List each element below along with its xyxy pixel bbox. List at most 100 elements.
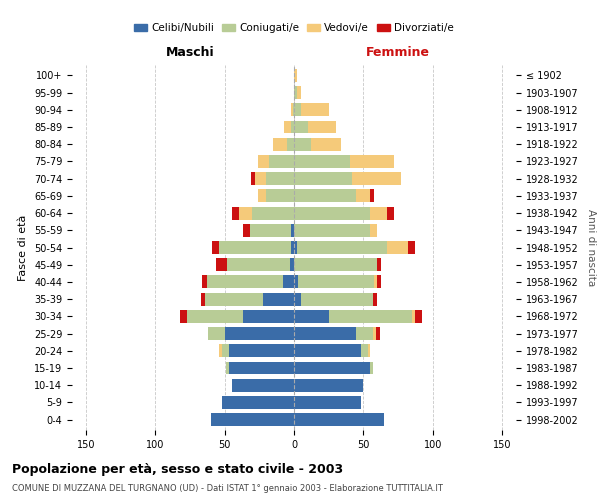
Bar bbox=[224, 327, 294, 340]
Bar bbox=[301, 104, 329, 116]
Bar bbox=[408, 241, 415, 254]
Bar bbox=[187, 310, 242, 323]
Bar bbox=[258, 155, 269, 168]
Y-axis label: Fasce di età: Fasce di età bbox=[19, 214, 28, 280]
Bar bbox=[294, 224, 370, 236]
Bar bbox=[222, 396, 294, 409]
Bar bbox=[290, 258, 294, 271]
Bar bbox=[208, 327, 224, 340]
Bar bbox=[229, 362, 294, 374]
Bar bbox=[219, 344, 222, 358]
Bar bbox=[297, 241, 387, 254]
Bar bbox=[373, 327, 376, 340]
Bar bbox=[242, 224, 250, 236]
Bar bbox=[291, 104, 293, 116]
Bar bbox=[308, 120, 335, 134]
Bar bbox=[293, 104, 294, 116]
Bar bbox=[239, 206, 253, 220]
Bar bbox=[297, 86, 301, 99]
Bar bbox=[294, 104, 301, 116]
Bar bbox=[294, 396, 361, 409]
Bar bbox=[294, 413, 384, 426]
Bar bbox=[412, 310, 415, 323]
Bar bbox=[387, 206, 394, 220]
Bar bbox=[311, 138, 341, 150]
Text: Maschi: Maschi bbox=[166, 46, 214, 59]
Bar bbox=[294, 344, 361, 358]
Bar bbox=[352, 172, 401, 185]
Bar bbox=[415, 310, 422, 323]
Bar bbox=[373, 292, 377, 306]
Bar bbox=[266, 172, 294, 185]
Bar bbox=[376, 327, 380, 340]
Bar bbox=[216, 258, 227, 271]
Bar bbox=[377, 258, 382, 271]
Bar bbox=[253, 206, 294, 220]
Bar bbox=[370, 362, 373, 374]
Bar bbox=[294, 258, 377, 271]
Text: COMUNE DI MUZZANA DEL TURGNANO (UD) - Dati ISTAT 1° gennaio 2003 - Elaborazione : COMUNE DI MUZZANA DEL TURGNANO (UD) - Da… bbox=[12, 484, 443, 493]
Bar bbox=[242, 310, 294, 323]
Bar bbox=[294, 190, 356, 202]
Bar bbox=[291, 224, 294, 236]
Bar bbox=[205, 292, 263, 306]
Bar bbox=[370, 224, 377, 236]
Bar bbox=[202, 276, 206, 288]
Bar bbox=[294, 276, 298, 288]
Bar bbox=[232, 206, 239, 220]
Bar bbox=[294, 241, 297, 254]
Bar bbox=[368, 344, 370, 358]
Bar bbox=[294, 292, 301, 306]
Bar bbox=[250, 224, 291, 236]
Bar bbox=[206, 276, 283, 288]
Bar bbox=[294, 206, 370, 220]
Bar bbox=[349, 155, 394, 168]
Bar bbox=[229, 344, 294, 358]
Bar bbox=[294, 172, 352, 185]
Bar bbox=[226, 362, 229, 374]
Text: Femmine: Femmine bbox=[366, 46, 430, 59]
Legend: Celibi/Nubili, Coniugati/e, Vedovi/e, Divorziati/e: Celibi/Nubili, Coniugati/e, Vedovi/e, Di… bbox=[130, 19, 458, 38]
Bar bbox=[283, 276, 294, 288]
Bar bbox=[269, 155, 294, 168]
Bar bbox=[377, 276, 382, 288]
Bar bbox=[374, 276, 377, 288]
Bar bbox=[370, 190, 374, 202]
Bar bbox=[263, 292, 294, 306]
Bar bbox=[227, 258, 290, 271]
Bar bbox=[180, 310, 187, 323]
Bar bbox=[361, 344, 368, 358]
Bar bbox=[294, 86, 297, 99]
Bar bbox=[291, 120, 294, 134]
Bar bbox=[356, 190, 370, 202]
Bar bbox=[232, 379, 294, 392]
Bar bbox=[211, 413, 294, 426]
Bar bbox=[294, 120, 308, 134]
Bar bbox=[266, 190, 294, 202]
Bar bbox=[284, 120, 291, 134]
Bar bbox=[251, 172, 255, 185]
Text: Popolazione per età, sesso e stato civile - 2003: Popolazione per età, sesso e stato civil… bbox=[12, 462, 343, 475]
Bar bbox=[356, 327, 373, 340]
Bar bbox=[370, 206, 387, 220]
Bar bbox=[294, 69, 297, 82]
Bar bbox=[219, 241, 291, 254]
Bar bbox=[258, 190, 266, 202]
Bar bbox=[294, 138, 311, 150]
Bar bbox=[287, 138, 294, 150]
Bar bbox=[291, 241, 294, 254]
Bar bbox=[294, 155, 349, 168]
Bar bbox=[222, 344, 229, 358]
Bar bbox=[298, 276, 374, 288]
Bar bbox=[212, 241, 219, 254]
Bar bbox=[255, 172, 266, 185]
Bar bbox=[387, 241, 408, 254]
Bar bbox=[201, 292, 205, 306]
Bar bbox=[329, 310, 412, 323]
Bar bbox=[294, 362, 370, 374]
Y-axis label: Anni di nascita: Anni di nascita bbox=[586, 209, 596, 286]
Bar bbox=[294, 379, 364, 392]
Bar bbox=[273, 138, 287, 150]
Bar bbox=[294, 327, 356, 340]
Bar bbox=[301, 292, 373, 306]
